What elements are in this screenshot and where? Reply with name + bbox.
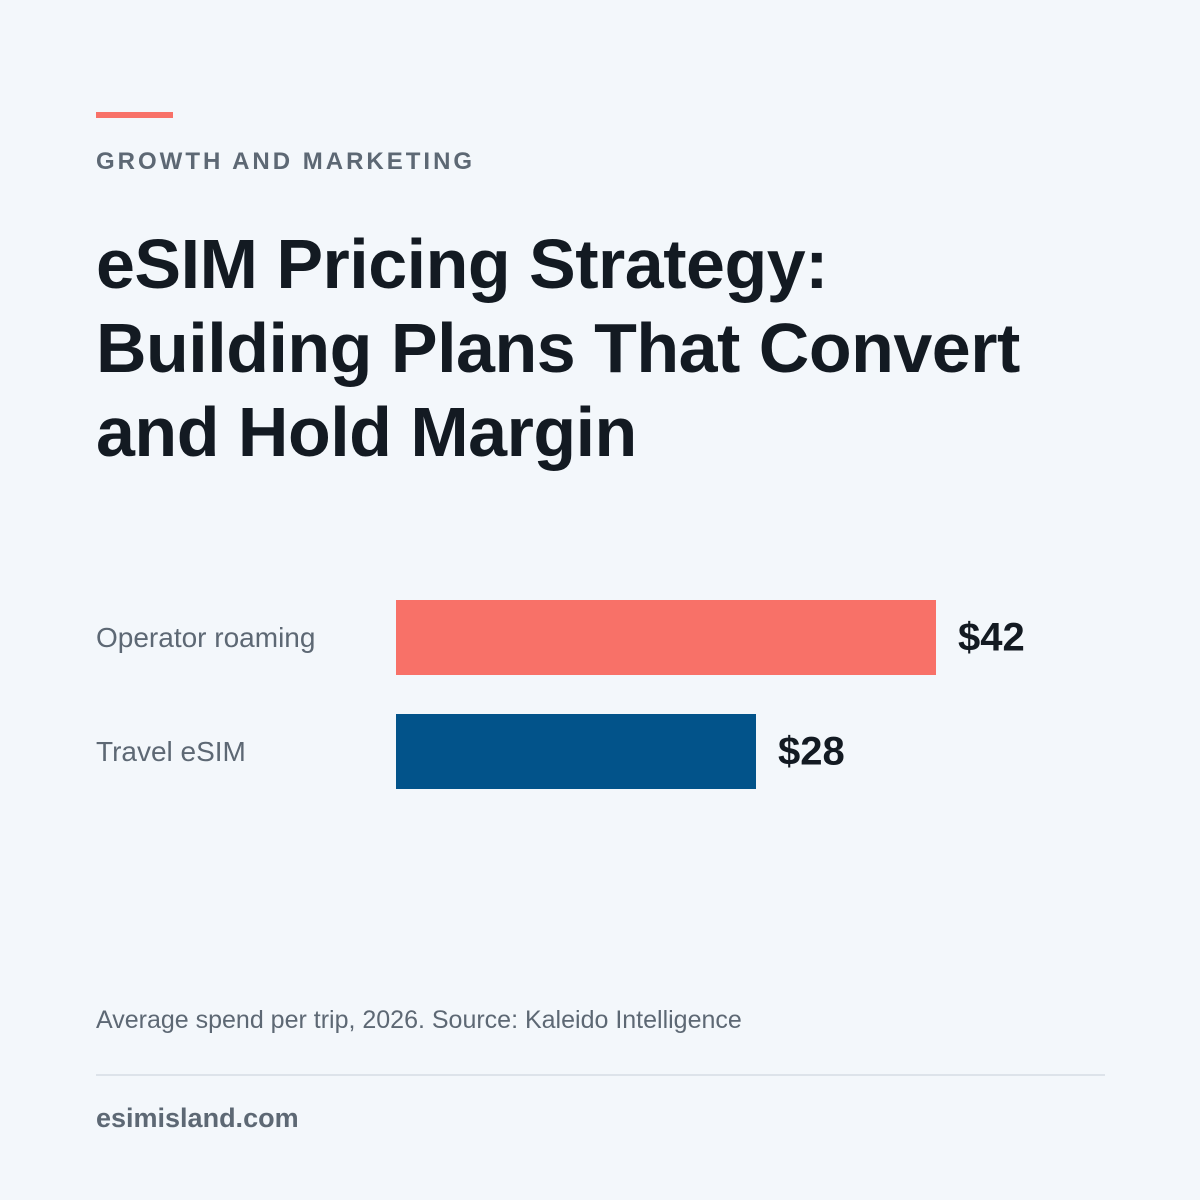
bar-row: Operator roaming $42 [0, 600, 1200, 675]
category-eyebrow: GROWTH AND MARKETING [96, 148, 476, 175]
site-url: esimisland.com [96, 1103, 299, 1133]
page-title: eSIM Pricing Strategy: Building Plans Th… [96, 225, 1020, 471]
bar [396, 714, 756, 789]
source-note: Average spend per trip, 2026. Source: Ka… [96, 1006, 742, 1034]
bar [396, 600, 936, 675]
bar-category-label: Travel eSIM [96, 735, 246, 767]
accent-rule [96, 112, 173, 118]
bar-value-label: $42 [958, 615, 1025, 659]
bar-row: Travel eSIM $28 [0, 714, 1200, 789]
footer-divider [96, 1074, 1105, 1076]
bar-category-label: Operator roaming [96, 621, 316, 653]
bar-value-label: $28 [778, 729, 845, 773]
